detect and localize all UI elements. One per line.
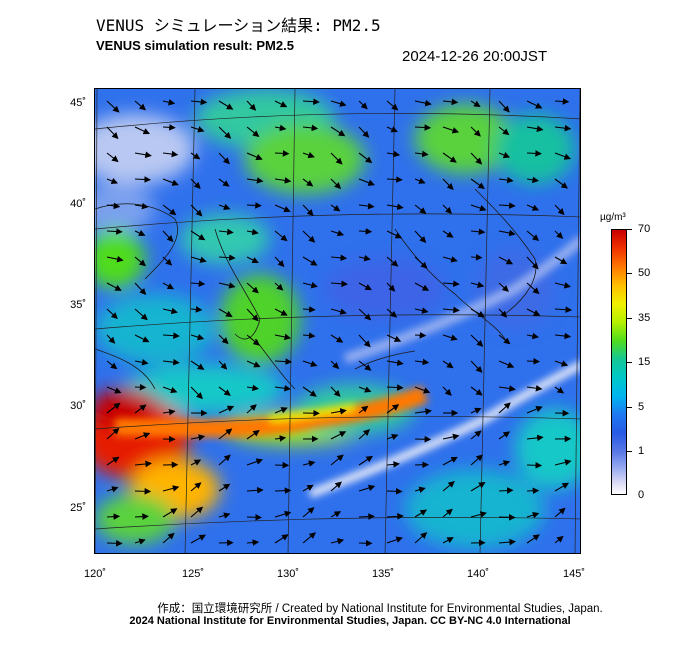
lat-label-45: 45˚ [70,97,86,109]
lon-label-120: 120˚ [83,568,107,580]
lon-label-125: 125˚ [181,568,205,580]
lon-label-145: 145˚ [562,568,586,580]
colorbar-label-5: 5 [638,401,645,413]
lat-label-25: 25˚ [70,502,86,514]
colorbar-tick [626,273,632,274]
colorbar-label-50: 50 [638,267,651,279]
title-japanese: VENUS シミュレーション結果: PM2.5 [96,16,381,35]
colorbar-tick [626,318,632,319]
colorbar-tick [626,229,632,230]
colorbar-tick [626,407,632,408]
colorbar-label-0: 0 [638,489,645,501]
credit-line: 作成：国立環境研究所 / Created by National Institu… [157,603,603,615]
colorbar-label-1: 1 [638,445,645,457]
copyright-line: 2024 National Institute for Environmenta… [129,615,571,627]
colorbar-label-15: 15 [638,356,651,368]
lon-label-135: 135˚ [371,568,395,580]
colorbar-label-70: 70 [638,223,651,235]
title-english: VENUS simulation result: PM2.5 [96,38,294,53]
lat-label-30: 30˚ [70,400,86,412]
lon-label-140: 140˚ [466,568,490,580]
lat-label-40: 40˚ [70,198,86,210]
colorbar-label-35: 35 [638,312,651,324]
lat-label-35: 35˚ [70,299,86,311]
colorbar-tick [626,451,632,452]
colorbar-tick [626,362,632,363]
colorbar [611,229,627,495]
lon-label-130: 130˚ [276,568,300,580]
colorbar-unit: µg/m³ [600,212,626,223]
timestamp: 2024-12-26 20:00JST [402,48,548,65]
pm25-map [94,88,581,554]
